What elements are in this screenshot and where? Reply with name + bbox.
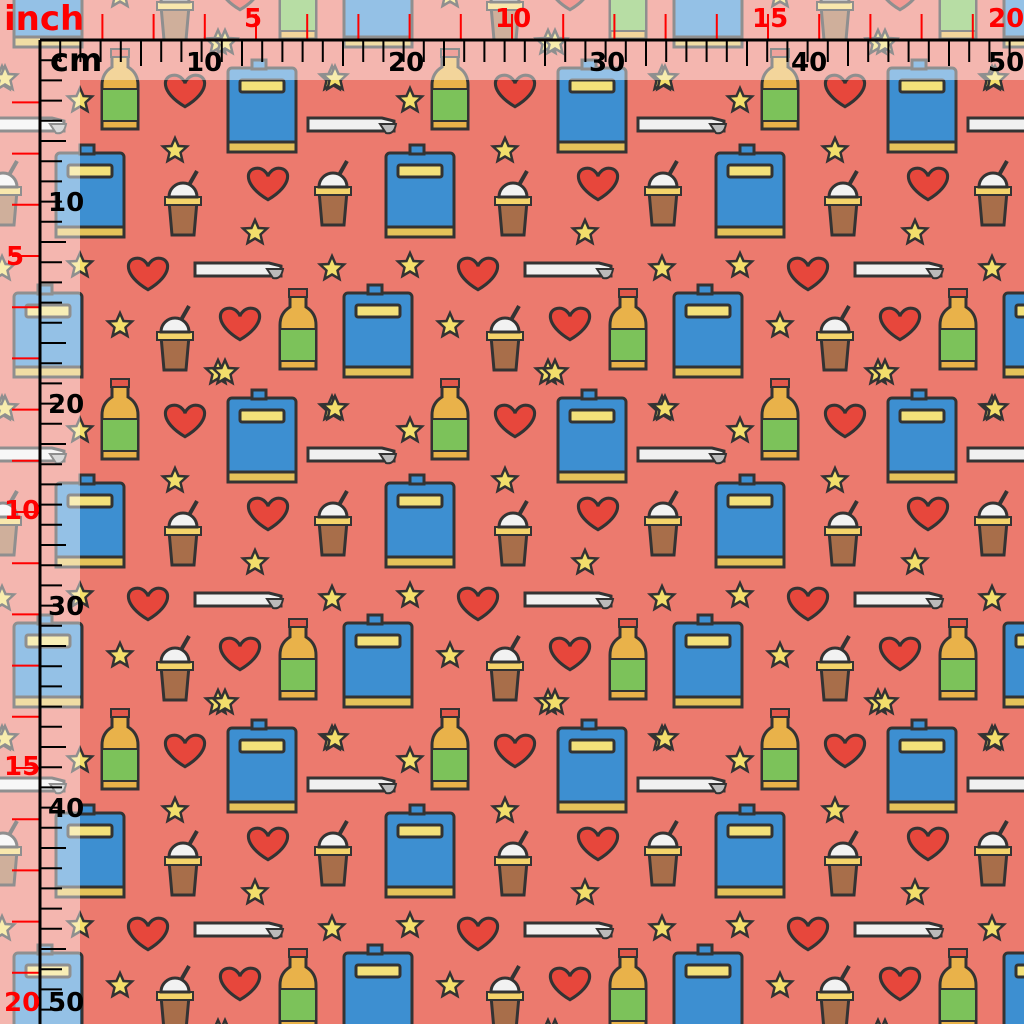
top-cm-label: 50: [988, 48, 1024, 78]
left-cm-label: 10: [48, 188, 85, 218]
left-cm-label: 40: [48, 794, 85, 824]
top-cm-label: 30: [589, 48, 626, 78]
top-inch-label: 20: [988, 4, 1024, 34]
left-cm-label: 50: [48, 988, 85, 1018]
left-inch-label: 5: [6, 242, 25, 272]
left-inch-label: 15: [4, 752, 41, 782]
left-cm-label: 30: [48, 592, 85, 622]
inch-unit-label: inch: [4, 0, 85, 39]
left-cm-label: 20: [48, 390, 85, 420]
top-cm-label: 40: [791, 48, 828, 78]
left-inch-label: 20: [4, 988, 41, 1018]
top-cm-label: 20: [388, 48, 425, 78]
left-inch-label: 10: [4, 496, 41, 526]
cm-unit-label: cm: [50, 41, 103, 79]
top-inch-label: 15: [752, 4, 789, 34]
top-cm-label: 10: [186, 48, 223, 78]
top-inch-label: 10: [495, 4, 532, 34]
top-inch-label: 5: [244, 4, 263, 34]
